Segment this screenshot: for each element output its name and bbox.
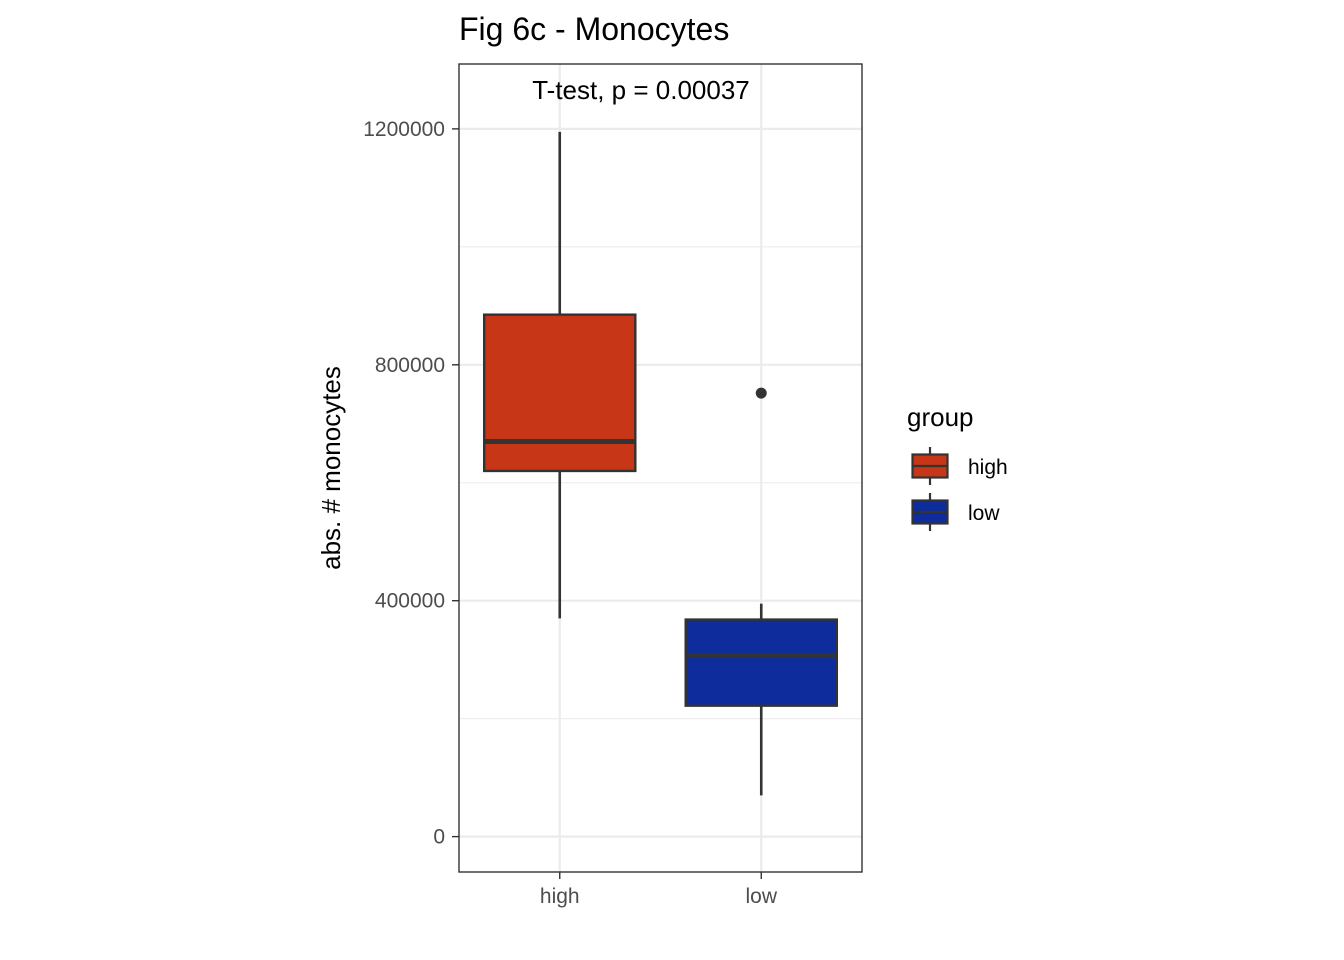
legend-title: group <box>907 402 974 432</box>
x-tick-label: high <box>540 885 580 908</box>
y-tick-label: 400000 <box>375 590 445 613</box>
box-low <box>684 387 839 796</box>
legend-label: low <box>968 502 1000 525</box>
x-axis: high low <box>540 872 778 908</box>
legend: group high low <box>907 402 1008 531</box>
y-tick-label: 0 <box>433 826 445 849</box>
y-axis-label: abs. # monocytes <box>316 366 346 570</box>
panel-border <box>458 63 863 873</box>
ttest-annotation: T-test, p = 0.00037 <box>532 75 750 105</box>
y-tick-label: 800000 <box>375 354 445 377</box>
box-iqr <box>684 618 839 707</box>
legend-label: high <box>968 456 1008 479</box>
outlier-point <box>755 387 767 399</box>
box-high <box>482 131 637 619</box>
boxes-layer <box>482 131 839 796</box>
legend-entry-high: high <box>911 447 1008 485</box>
y-tick-label: 1200000 <box>363 118 445 141</box>
legend-entry-low: low <box>911 493 1000 531</box>
chart-title: Fig 6c - Monocytes <box>459 11 729 47</box>
box-iqr <box>482 313 637 473</box>
x-tick-label: low <box>745 885 777 908</box>
y-axis: 0 400000 800000 1200000 <box>363 118 459 849</box>
